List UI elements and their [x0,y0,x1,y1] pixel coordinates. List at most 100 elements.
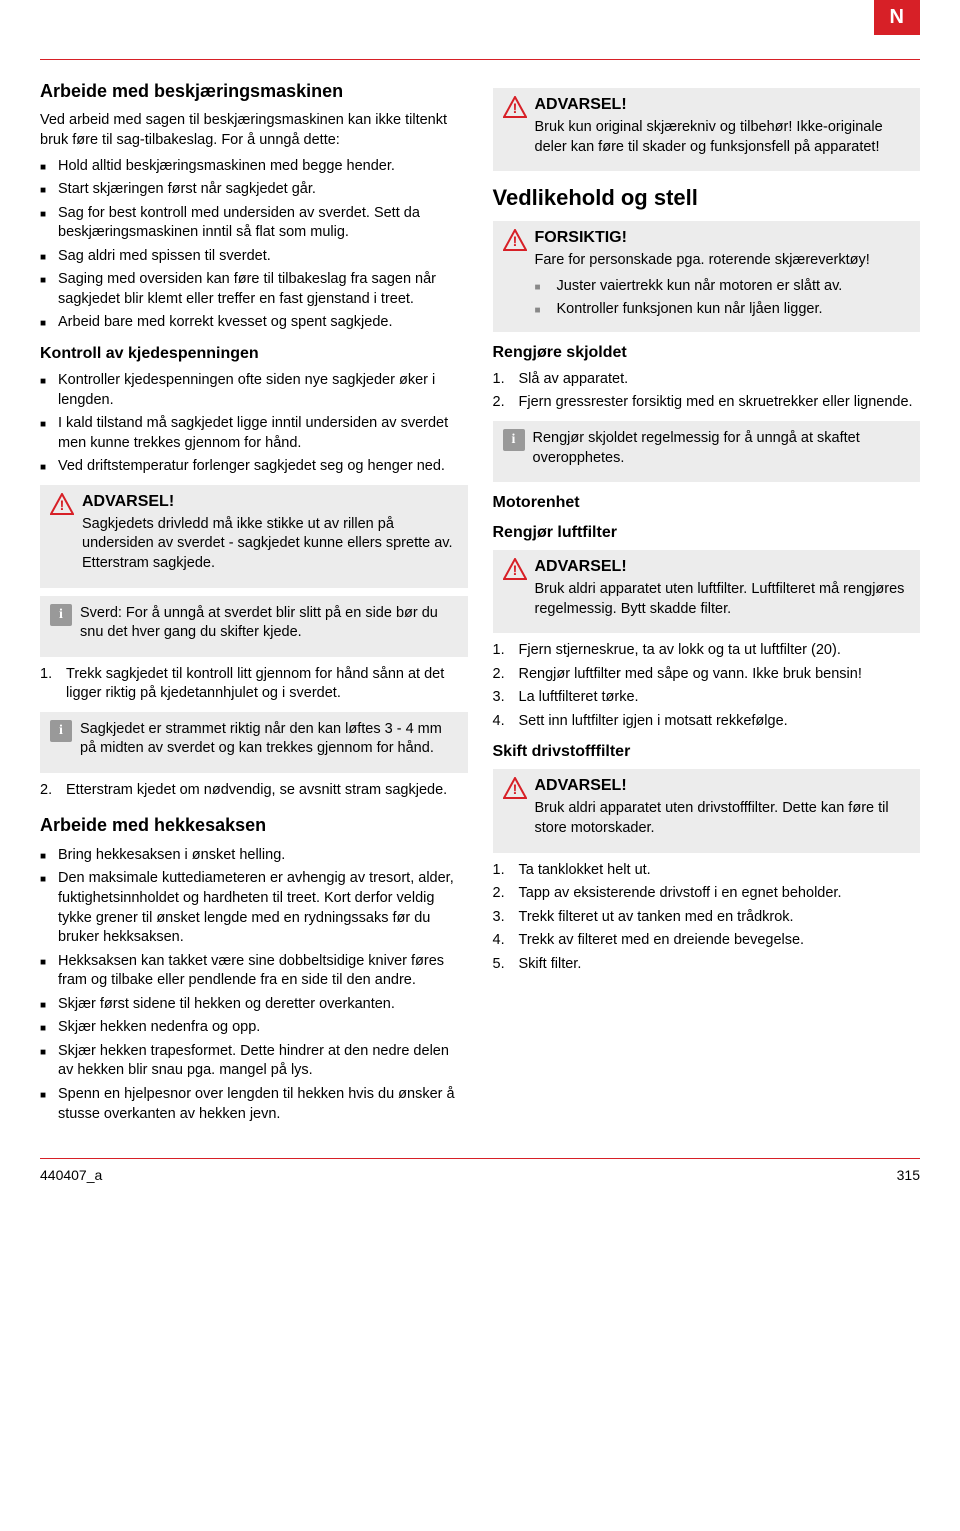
left-column: Arbeide med beskjæringsmaskinen Ved arbe… [40,80,468,1128]
svg-text:!: ! [512,562,517,578]
warning-title: ADVARSEL! [82,493,458,511]
info-icon: i [50,604,72,626]
ordered-list: Trekk sagkjedet til kontroll litt gjenno… [40,665,468,704]
info-text: Rengjør skjoldet regelmessig for å unngå… [533,429,911,468]
list-item: I kald tilstand må sagkjedet ligge innti… [40,414,468,453]
info-box: i Rengjør skjoldet regelmessig for å unn… [493,421,921,482]
svg-text:!: ! [512,781,517,797]
list-item: Skift filter. [493,955,921,975]
columns: Arbeide med beskjæringsmaskinen Ved arbe… [40,80,920,1128]
list-item: Sett inn luftfilter igjen i motsatt rekk… [493,712,921,732]
svg-text:!: ! [60,497,65,513]
heading: Arbeide med hekkesaksen [40,814,468,837]
list-item: Hekksaksen kan takket være sine dobbelts… [40,952,468,991]
list-item: Spenn en hjelpesnor over lengden til hek… [40,1085,468,1124]
list-item: Hold alltid beskjæringsmaskinen med begg… [40,157,468,177]
list-item: Skjær hekken trapesformet. Dette hindrer… [40,1042,468,1081]
warning-text: Bruk aldri apparatet uten drivstofffilte… [535,799,911,838]
page: N Arbeide med beskjæringsmaskinen Ved ar… [0,0,960,1203]
list-item: Ta tanklokket helt ut. [493,861,921,881]
ordered-list: Ta tanklokket helt ut. Tapp av eksisteren… [493,861,921,975]
list-item: Saging med oversiden kan føre til tilbak… [40,270,468,309]
list-item: Den maksimale kuttediameteren er avhengi… [40,869,468,947]
subheading: Skift drivstofffilter [493,743,921,761]
warning-box: ! ADVARSEL! Bruk aldri apparatet uten lu… [493,550,921,633]
list-item: Slå av apparatet. [493,370,921,390]
footer-left: 440407_a [40,1167,102,1183]
info-text: Sverd: For å unngå at sverdet blir slitt… [80,604,458,643]
list-item: Sag aldri med spissen til sverdet. [40,247,468,267]
warning-content: ADVARSEL! Bruk kun original skjærekniv o… [535,96,911,163]
warning-icon: ! [50,493,74,515]
bullet-list: Hold alltid beskjæringsmaskinen med begg… [40,157,468,334]
list-item: Fjern gressrester forsiktig med en skrue… [493,393,921,413]
subheading: Rengjør luftfilter [493,524,921,542]
ordered-list: Slå av apparatet. Fjern gressrester forsi… [493,370,921,413]
warning-title: ADVARSEL! [535,558,911,576]
paragraph: Ved arbeid med sagen til beskjæringsmask… [40,111,468,150]
ordered-list: Etterstram kjedet om nødvendig, se avsni… [40,781,468,801]
right-column: ! ADVARSEL! Bruk kun original skjærekniv… [493,80,921,1128]
list-item: Kontroller funksjonen kun når ljåen ligg… [535,300,911,320]
list-item: Start skjæringen først når sagkjedet går… [40,180,468,200]
warning-text: Bruk aldri apparatet uten luftfilter. Lu… [535,580,911,619]
warning-box: ! ADVARSEL! Sagkjedets drivledd må ikke … [40,485,468,588]
subheading: Kontroll av kjedespenningen [40,345,468,363]
list-item: Skjær hekken nedenfra og opp. [40,1018,468,1038]
warning-content: ADVARSEL! Bruk aldri apparatet uten luft… [535,558,911,625]
list-item: Trekk av filteret med en dreiende bevege… [493,931,921,951]
subheading: Rengjøre skjoldet [493,344,921,362]
warning-icon: ! [503,96,527,118]
page-tab: N [874,0,920,35]
footer-right: 315 [897,1167,920,1183]
section-heading: Vedlikehold og stell [493,185,921,211]
list-item: La luftfilteret tørke. [493,688,921,708]
heading: Arbeide med beskjæringsmaskinen [40,80,468,103]
warning-box: ! ADVARSEL! Bruk kun original skjærekniv… [493,88,921,171]
info-content: Sverd: For å unngå at sverdet blir slitt… [80,604,458,649]
list-item: Juster vaiertrekk kun når motoren er slå… [535,277,911,297]
list-item: Arbeid bare med korrekt kvesset og spent… [40,313,468,333]
subheading: Motorenhet [493,494,921,512]
list-item: Ved driftstemperatur forlenger sagkjedet… [40,457,468,477]
warning-icon: ! [503,777,527,799]
warning-title: ADVARSEL! [535,777,911,795]
list-item: Trekk sagkjedet til kontroll litt gjenno… [40,665,468,704]
sub-list: Juster vaiertrekk kun når motoren er slå… [535,277,911,320]
svg-text:!: ! [512,233,517,249]
warning-content: ADVARSEL! Bruk aldri apparatet uten driv… [535,777,911,844]
warning-text: Sagkjedets drivledd må ikke stikke ut av… [82,515,458,574]
bullet-list: Kontroller kjedespenningen ofte siden ny… [40,371,468,477]
caution-box: ! FORSIKTIG! Fare for personskade pga. r… [493,221,921,332]
caution-title: FORSIKTIG! [535,229,911,247]
top-rule [40,30,920,60]
info-content: Rengjør skjoldet regelmessig for å unngå… [533,429,911,474]
list-item: Rengjør luftfilter med såpe og vann. Ikk… [493,665,921,685]
warning-title: ADVARSEL! [535,96,911,114]
list-item: Skjær først sidene til hekken og derette… [40,995,468,1015]
info-content: Sagkjedet er strammet riktig når den kan… [80,720,458,765]
info-box: i Sverd: For å unngå at sverdet blir sli… [40,596,468,657]
caution-content: FORSIKTIG! Fare for personskade pga. rot… [535,229,911,324]
list-item: Tapp av eksisterende drivstoff i en egne… [493,884,921,904]
svg-text:!: ! [512,100,517,116]
warning-box: ! ADVARSEL! Bruk aldri apparatet uten dr… [493,769,921,852]
info-icon: i [50,720,72,742]
list-item: Etterstram kjedet om nødvendig, se avsni… [40,781,468,801]
info-box: i Sagkjedet er strammet riktig når den k… [40,712,468,773]
caution-text: Fare for personskade pga. roterende skjæ… [535,251,911,271]
warning-icon: ! [503,229,527,251]
list-item: Trekk filteret ut av tanken med en trådk… [493,908,921,928]
ordered-list: Fjern stjerneskrue, ta av lokk og ta ut … [493,641,921,731]
list-item: Fjern stjerneskrue, ta av lokk og ta ut … [493,641,921,661]
info-icon: i [503,429,525,451]
bullet-list: Bring hekkesaksen i ønsket helling. Den m… [40,846,468,1124]
list-item: Bring hekkesaksen i ønsket helling. [40,846,468,866]
footer: 440407_a 315 [40,1158,920,1183]
info-text: Sagkjedet er strammet riktig når den kan… [80,720,458,759]
list-item: Kontroller kjedespenningen ofte siden ny… [40,371,468,410]
list-item: Sag for best kontroll med undersiden av … [40,204,468,243]
warning-icon: ! [503,558,527,580]
warning-content: ADVARSEL! Sagkjedets drivledd må ikke st… [82,493,458,580]
warning-text: Bruk kun original skjærekniv og tilbehør… [535,118,911,157]
